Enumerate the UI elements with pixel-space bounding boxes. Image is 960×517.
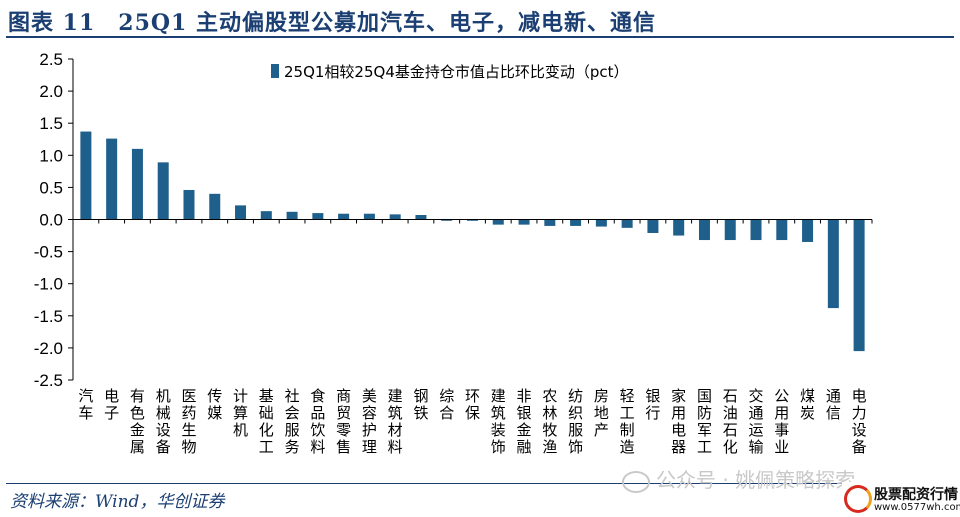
x-tick-label: 建筑材料: [388, 387, 403, 456]
bar: [518, 219, 530, 225]
x-tick-label: 医药生物: [181, 387, 196, 456]
figure-header: 图表 11 25Q1 主动偏股型公募加汽车、电子，减电新、通信: [0, 0, 960, 38]
x-tick-label: 轻工制造: [620, 387, 635, 456]
x-tick-label: 社会服务: [285, 387, 300, 456]
x-tick-label: 电力设备: [852, 387, 867, 456]
bar: [363, 213, 375, 220]
bar: [106, 138, 118, 220]
wechat-icon: [622, 470, 650, 493]
header-rule: [6, 36, 954, 38]
bar: [467, 219, 478, 221]
bar: [157, 162, 169, 220]
x-tick-label: 钢铁: [413, 387, 428, 422]
bar: [853, 219, 865, 352]
x-tick-label: 交通运输: [749, 387, 764, 456]
bar: [776, 219, 788, 241]
x-tick-label: 农林牧渔: [542, 387, 557, 456]
y-tick-label: 2.0: [39, 82, 63, 101]
bar: [724, 219, 736, 241]
bar: [80, 131, 92, 220]
bar: [827, 219, 839, 309]
x-tick-label: 传媒: [207, 387, 222, 422]
bar: [389, 214, 401, 220]
bar: [131, 148, 143, 220]
bar: [621, 219, 633, 228]
footer-rule: [6, 483, 954, 484]
bar: [286, 211, 298, 220]
y-tick-label: -2.5: [34, 371, 63, 390]
y-tick-label: -1.5: [34, 307, 63, 326]
legend-label: 25Q1相较25Q4基金持仓市值占比环比变动（pct）: [284, 63, 629, 81]
x-tick-label: 综合: [439, 387, 454, 422]
x-tick-label: 通信: [826, 387, 841, 422]
bar: [595, 219, 607, 227]
bar: [750, 219, 762, 241]
bar: [415, 215, 427, 220]
x-tick-label: 银行: [645, 387, 660, 422]
x-tick-label: 有色金属: [130, 387, 145, 456]
x-tick-label: 基础化工: [259, 387, 274, 456]
y-tick-label: -1.0: [34, 275, 63, 294]
site-logo: 股票配资行情 www.0577wh.com: [842, 482, 960, 516]
x-tick-label: 建筑装饰: [491, 387, 506, 456]
bar: [209, 193, 221, 220]
y-tick-label: 1.5: [39, 114, 63, 133]
logo-icon: [844, 485, 872, 513]
x-tick-label: 纺织服饰: [568, 387, 583, 456]
bar: [673, 219, 685, 236]
bar: [441, 219, 453, 221]
bar: [492, 219, 504, 225]
x-tick-label: 房地产: [594, 387, 609, 439]
x-tick-label: 家用电器: [671, 387, 686, 456]
x-tick-label: 石油石化: [723, 387, 738, 456]
x-tick-label: 汽车: [78, 387, 93, 422]
bar: [570, 219, 582, 226]
x-tick-label: 公用事业: [774, 387, 789, 456]
bar: [312, 213, 324, 220]
bar: [235, 205, 247, 220]
bar-chart: 2.5 2.0 1.5 1.0 0.5 0.0 -0.5 -1.0 -1.5 -2.0 -2.5 汽车…: [34, 50, 873, 456]
x-tick-label: 机械设备: [156, 387, 171, 456]
x-tick-label: 环保: [465, 387, 480, 422]
bar: [544, 219, 556, 226]
logo-name: 股票配资行情: [874, 487, 958, 503]
watermark-text: 公众号 · 姚佩策略探索: [656, 468, 856, 492]
y-tick-label: 0.5: [39, 178, 63, 197]
x-tick-label: 煤炭: [800, 387, 815, 422]
watermark: 公众号 · 姚佩策略探索: [622, 464, 855, 493]
x-tick-label: 美容护理: [362, 387, 377, 456]
x-tick-label: 国防军工: [697, 387, 712, 456]
figure-title: 图表 11 25Q1 主动偏股型公募加汽车、电子，减电新、通信: [8, 10, 657, 36]
bar: [802, 219, 814, 242]
bar: [338, 213, 350, 220]
bar: [183, 189, 195, 220]
x-tick-label: 电子: [104, 387, 119, 422]
y-tick-label: 2.5: [39, 50, 63, 69]
legend-swatch: [271, 64, 279, 78]
bar: [698, 219, 710, 241]
x-tick-label: 商贸零售: [336, 387, 351, 456]
bar: [260, 211, 272, 220]
y-tick-label: -2.0: [34, 339, 63, 358]
y-tick-label: 0.0: [39, 211, 63, 230]
x-tick-label: 食品饮料: [310, 387, 325, 456]
y-tick-label: -0.5: [34, 243, 63, 262]
bar: [647, 219, 659, 233]
source-note: 资料来源：Wind，华创证券: [10, 492, 225, 512]
x-tick-label: 非银金融: [517, 387, 532, 456]
x-tick-label: 计算机: [233, 387, 248, 439]
logo-url: www.0577wh.com: [874, 502, 960, 513]
y-tick-label: 1.0: [39, 146, 63, 165]
